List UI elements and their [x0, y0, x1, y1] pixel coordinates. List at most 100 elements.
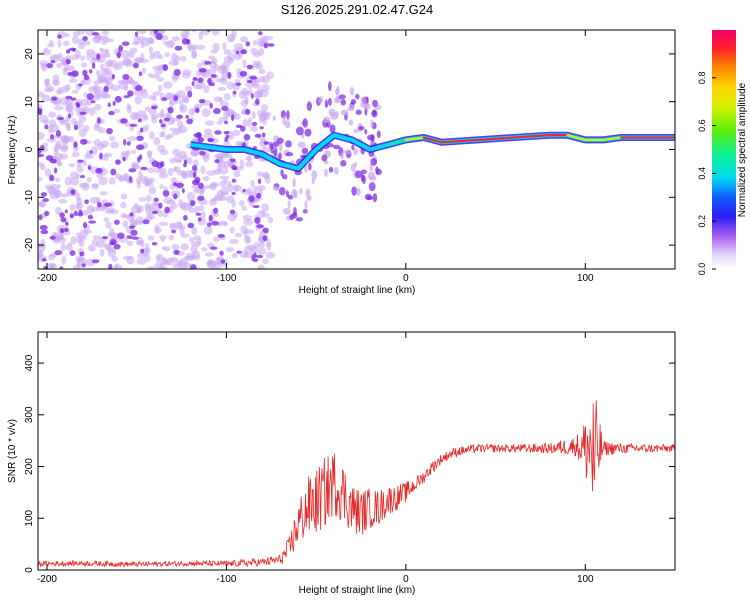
noise-speck: [257, 41, 266, 48]
noise-blob: [139, 127, 144, 133]
noise-speck: [94, 103, 102, 111]
transition-blob: [273, 141, 280, 147]
noise-blob: [40, 192, 47, 197]
noise-speck: [188, 108, 195, 116]
noise-speck: [159, 234, 168, 240]
noise-blob: [123, 138, 127, 146]
noise-blob: [78, 83, 83, 87]
noise-speck: [258, 76, 266, 83]
noise-speck: [206, 242, 215, 248]
noise-blob: [162, 190, 170, 197]
transition-blob: [350, 163, 356, 172]
noise-speck: [108, 136, 116, 142]
noise-blob: [89, 150, 93, 154]
transition-blob: [353, 148, 358, 156]
noise-speck: [204, 120, 215, 126]
transition-blob: [304, 128, 312, 137]
transition-blob: [287, 200, 291, 209]
noise-blob: [43, 265, 49, 269]
noise-blob: [254, 133, 262, 138]
noise-blob: [250, 93, 254, 99]
noise-blob: [183, 159, 188, 165]
noise-blob: [198, 68, 207, 73]
noise-speck: [244, 156, 253, 161]
noise-speck: [64, 83, 71, 91]
noise-speck: [149, 131, 155, 140]
noise-speck: [257, 210, 265, 215]
transition-blob: [302, 209, 308, 214]
noise-blob: [198, 182, 204, 189]
transition-blob: [370, 134, 375, 143]
noise-blob: [230, 114, 235, 121]
noise-speck: [78, 115, 87, 123]
noise-speck: [158, 172, 169, 179]
noise-speck: [80, 55, 85, 61]
noise-blob: [190, 200, 196, 207]
colorbar-ticks: 0.0 0.2 0.4 0.6 0.8: [697, 72, 716, 275]
transition-blob: [335, 111, 339, 118]
noise-speck: [117, 79, 127, 84]
noise-blob: [44, 210, 50, 217]
noise-speck: [164, 52, 171, 58]
noise-speck: [240, 99, 249, 107]
noise-blob: [167, 106, 174, 114]
transition-blob: [329, 124, 336, 134]
noise-blob: [263, 141, 269, 145]
ridge-core-segment: [404, 136, 425, 142]
noise-speck: [136, 180, 141, 189]
noise-blob: [193, 133, 202, 138]
noise-speck: [58, 119, 66, 124]
colorbar-tick-label: 0.8: [697, 72, 707, 85]
transition-blob: [295, 126, 304, 136]
noise-speck: [161, 246, 167, 251]
noise-blob: [245, 41, 251, 47]
noise-blob: [207, 77, 212, 84]
noise-speck: [77, 30, 85, 35]
y-tick-label: 400: [24, 354, 35, 371]
ridge-core-segment: [602, 136, 623, 142]
transition-blob: [278, 152, 282, 161]
transition-blob: [287, 194, 294, 200]
noise-speck: [180, 55, 187, 62]
transition-blob: [324, 99, 329, 109]
noise-speck: [88, 244, 94, 252]
noise-speck: [262, 258, 269, 265]
noise-blob: [113, 243, 121, 250]
noise-blob: [151, 242, 158, 246]
noise-speck: [252, 52, 262, 58]
noise-blob: [40, 229, 49, 235]
transition-blob: [349, 86, 355, 96]
spectrogram-y-ticks: -20 -10 0 10 20: [24, 48, 675, 252]
noise-speck: [46, 186, 55, 194]
noise-speck: [223, 93, 231, 101]
noise-speck: [110, 84, 121, 91]
noise-speck: [86, 52, 91, 61]
y-tick-label: 100: [24, 509, 35, 526]
noise-speck: [198, 205, 205, 212]
noise-blob: [256, 192, 262, 199]
transition-blob: [285, 152, 294, 157]
noise-speck: [213, 236, 220, 243]
noise-blob: [77, 212, 84, 217]
noise-blob: [107, 102, 111, 108]
noise-speck: [253, 90, 263, 99]
noise-blob: [136, 144, 145, 151]
noise-speck: [260, 84, 270, 93]
noise-speck: [239, 159, 245, 169]
transition-blob: [281, 174, 288, 180]
noise-blob: [73, 141, 78, 148]
transition-blob: [306, 101, 312, 112]
transition-blob: [269, 143, 274, 150]
noise-speck: [123, 172, 129, 181]
noise-speck: [126, 136, 137, 141]
noise-speck: [147, 266, 156, 269]
noise-blob: [68, 47, 77, 51]
noise-blob: [254, 98, 260, 105]
noise-blob: [108, 110, 115, 116]
noise-speck: [123, 84, 129, 92]
noise-speck: [159, 149, 169, 156]
noise-blob: [267, 43, 275, 47]
noise-speck: [234, 166, 244, 171]
noise-blob: [176, 114, 184, 119]
noise-speck: [153, 137, 161, 146]
